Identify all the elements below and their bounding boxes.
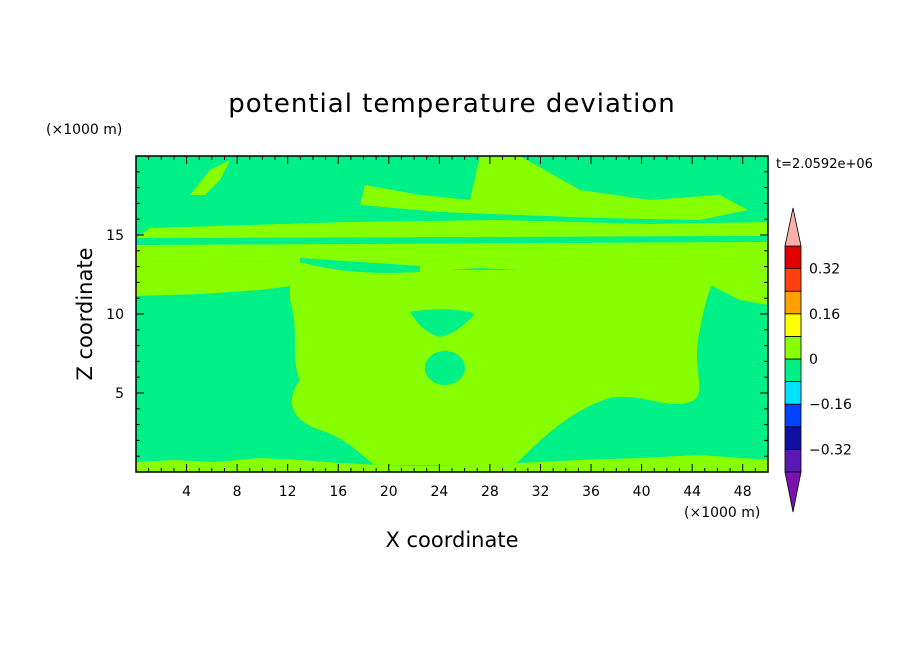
colorbar-segment [784, 335, 802, 360]
x-tick-label: 32 [532, 484, 550, 500]
x-tick-label: 24 [430, 484, 448, 500]
colorbar-tick-label: −0.32 [809, 442, 852, 458]
x-unit-label: (×1000 m) [684, 505, 760, 521]
x-tick-label: 44 [683, 484, 701, 500]
colorbar-tick-label: −0.16 [809, 397, 852, 413]
x-tick-label: 36 [582, 484, 600, 500]
y-tick-label: 5 [115, 386, 124, 402]
field-region [410, 309, 475, 337]
field-region [136, 455, 768, 472]
x-axis: 4 8 12 16 20 24 28 32 36 40 44 48 [148, 156, 756, 500]
colorbar-over-triangle [784, 207, 802, 247]
x-axis-title: X coordinate [385, 528, 518, 552]
time-label: t=2.0592e+06 [776, 157, 873, 172]
field-region [136, 258, 768, 305]
x-tick-label: 4 [182, 484, 191, 500]
field-region [290, 270, 720, 465]
x-tick-label: 28 [481, 484, 499, 500]
field-region [300, 258, 420, 273]
colorbar-tick-label: 0.16 [809, 307, 840, 323]
colorbar-segment [784, 426, 802, 450]
colorbar-segment [784, 313, 802, 337]
chart-title: potential temperature deviation [228, 89, 675, 119]
x-tick-label: 40 [633, 484, 651, 500]
plot-area [136, 156, 768, 472]
colorbar-segment [784, 403, 802, 428]
colorbar-tick-label: 0 [809, 352, 818, 368]
colorbar-segment [784, 448, 802, 473]
y-tick-label: 15 [106, 228, 124, 244]
x-tick-label: 16 [329, 484, 347, 500]
y-axis-title: Z coordinate [73, 247, 97, 380]
field-region [136, 220, 768, 238]
colorbar: −0.32 −0.16 0 0.16 0.32 [784, 207, 852, 513]
x-tick-label: 48 [734, 484, 752, 500]
colorbar-tick-label: 0.32 [809, 262, 840, 278]
field-region [360, 156, 748, 220]
colorbar-segment [784, 268, 802, 292]
field-region [425, 351, 465, 385]
x-tick-label: 12 [279, 484, 297, 500]
colorbar-segment [784, 381, 802, 405]
x-tick-label: 20 [380, 484, 398, 500]
x-tick-label: 8 [233, 484, 242, 500]
colorbar-segment [784, 245, 802, 270]
colorbar-segment [784, 358, 802, 383]
y-tick-label: 10 [106, 307, 124, 323]
colorbar-under-triangle [784, 471, 802, 513]
field-region [136, 242, 768, 262]
y-axis: 5 10 15 [106, 171, 768, 457]
field-region [190, 160, 230, 195]
y-unit-label: (×1000 m) [46, 122, 122, 138]
colorbar-segment [784, 290, 802, 315]
